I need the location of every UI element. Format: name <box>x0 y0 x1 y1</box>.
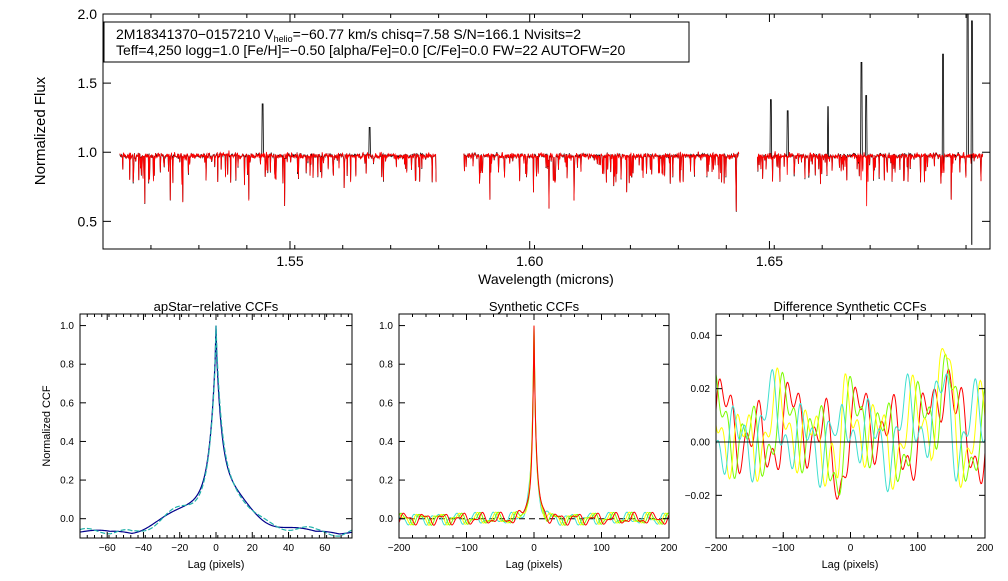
spectrum-panel: 1.55 1.60 1.65 0.5 1.0 1.5 2.0 Normalized Flux… <box>32 6 991 287</box>
difference-ccf-ytick-label: 0.02 <box>691 384 711 395</box>
difference-ccf-xtick-label: 0 <box>848 543 854 554</box>
difference-ccf-xlabel: Lag (pixels) <box>822 559 879 571</box>
apstar-ccf-xlabel: Lag (pixels) <box>188 559 245 571</box>
spectrum-ytick-label: 2.0 <box>78 6 98 22</box>
apstar-ccf-ytick-label: 0.8 <box>60 360 74 371</box>
difference-ccf-line-2 <box>716 353 985 497</box>
synthetic-ccf-ytick-label: 0.8 <box>379 360 393 371</box>
apstar-ccf-xtick-label: 20 <box>247 543 259 554</box>
annotation-box <box>103 21 690 63</box>
synthetic-ccf-ytick-label: 0.4 <box>379 437 393 448</box>
difference-ccf-line-4 <box>716 368 985 493</box>
synthetic-ccf-ytick-label: 0.6 <box>379 398 393 409</box>
apstar-ccf-xtick-label: 40 <box>283 543 295 554</box>
difference-ccf-series-group <box>716 348 985 500</box>
spectrum-xtick-label: 1.65 <box>756 253 783 269</box>
spectrum-ytick-label: 1.5 <box>78 75 98 91</box>
synthetic-ccf-panel: Synthetic CCFs −200 −100 0 100 200 0.0 0.2 0.4 0… <box>379 299 678 571</box>
spectrum-xtick-label: 1.60 <box>516 253 543 269</box>
spectrum-axes-frame <box>102 13 991 250</box>
synthetic-ccf-xtick-label: 200 <box>661 543 678 554</box>
difference-ccf-xtick-label: −100 <box>772 543 795 554</box>
apstar-ccf-ylabel: Normalized CCF <box>41 385 53 467</box>
difference-ccf-line-3 <box>716 348 985 491</box>
apstar-ccf-line-2 <box>80 325 352 537</box>
apstar-ccf-xtick-label: 60 <box>319 543 331 554</box>
annotation-line-1-suffix: =−60.77 km/s chisq=7.58 S/N=166.1 Nvisit… <box>293 26 582 42</box>
synthetic-ccf-ytick-label: 0.2 <box>379 476 393 487</box>
spectrum-xtick-label: 1.55 <box>276 253 303 269</box>
difference-ccf-title: Difference Synthetic CCFs <box>774 299 927 314</box>
apstar-ccf-line-1 <box>80 325 352 535</box>
spectrum-xlabel: Wavelength (microns) <box>478 271 614 287</box>
synthetic-ccf-ytick-label: 0.0 <box>379 514 393 525</box>
spectrum-ytick-label: 0.5 <box>78 213 98 229</box>
apstar-ccf-title: apStar−relative CCFs <box>154 299 279 314</box>
apstar-ccf-xtick-label: −40 <box>135 543 152 554</box>
difference-ccf-ticks: −200 −100 0 100 200 −0.02 0.00 0.02 0.04 <box>685 314 994 554</box>
synthetic-ccf-series-group <box>399 325 669 526</box>
difference-ccf-ytick-label: 0.00 <box>691 438 711 449</box>
apstar-ccf-ytick-label: 0.6 <box>60 398 74 409</box>
apstar-ccf-ticks: −60 −40 −20 0 20 40 60 0.0 0.2 0.4 0.6 0.8 1.0 <box>60 314 352 554</box>
synthetic-ccf-xlabel: Lag (pixels) <box>506 559 563 571</box>
annotation-line-1-prefix: 2M18341370−0157210 V <box>116 26 274 42</box>
apstar-ccf-xtick-label: −20 <box>171 543 188 554</box>
spectrum-ylabel: Normalized Flux <box>32 76 49 185</box>
synthetic-ccf-xtick-label: −200 <box>388 543 411 554</box>
difference-ccf-xtick-label: 100 <box>909 543 926 554</box>
apstar-ccf-panel: apStar−relative CCFs −60 −40 −20 0 20 40 60 0.0… <box>41 299 353 571</box>
synthetic-ccf-ticks: −200 −100 0 100 200 0.0 0.2 0.4 0.6 0.8 1.0 <box>379 314 678 554</box>
synthetic-ccf-xtick-label: 0 <box>531 543 537 554</box>
synthetic-ccf-line-1 <box>399 325 669 526</box>
apstar-ccf-ytick-label: 0.4 <box>60 437 74 448</box>
difference-ccf-panel: Difference Synthetic CCFs −200 −100 0 100 20… <box>685 299 994 571</box>
spectrum-series-group <box>119 14 984 245</box>
annotation-line-2: Teff=4,250 logg=1.0 [Fe/H]=−0.50 [alpha/… <box>116 42 625 58</box>
annotation-line-1: 2M18341370−0157210 Vhelio=−60.77 km/s ch… <box>116 26 581 44</box>
apstar-ccf-ytick-label: 0.0 <box>60 514 74 525</box>
difference-ccf-xtick-label: 200 <box>977 543 994 554</box>
apstar-ccf-series-group <box>80 325 352 537</box>
synthetic-ccf-ytick-label: 1.0 <box>379 321 393 332</box>
spectrum-ytick-label: 1.0 <box>78 144 98 160</box>
spectrum-ticks: 1.55 1.60 1.65 0.5 1.0 1.5 2.0 <box>78 6 990 269</box>
difference-ccf-ytick-label: −0.02 <box>685 491 711 502</box>
spectrum-model-line <box>119 150 984 212</box>
annotation-subscript: helio <box>274 34 293 44</box>
apstar-ccf-xtick-label: 0 <box>213 543 219 554</box>
synthetic-ccf-xtick-label: −100 <box>455 543 478 554</box>
synthetic-ccf-xtick-label: 100 <box>593 543 610 554</box>
apstar-ccf-ytick-label: 0.2 <box>60 476 74 487</box>
synthetic-ccf-title: Synthetic CCFs <box>489 299 580 314</box>
apstar-ccf-ytick-label: 1.0 <box>60 321 74 332</box>
apstar-ccf-xtick-label: −60 <box>99 543 116 554</box>
difference-ccf-xtick-label: −200 <box>705 543 728 554</box>
difference-ccf-ytick-label: 0.04 <box>691 331 711 342</box>
